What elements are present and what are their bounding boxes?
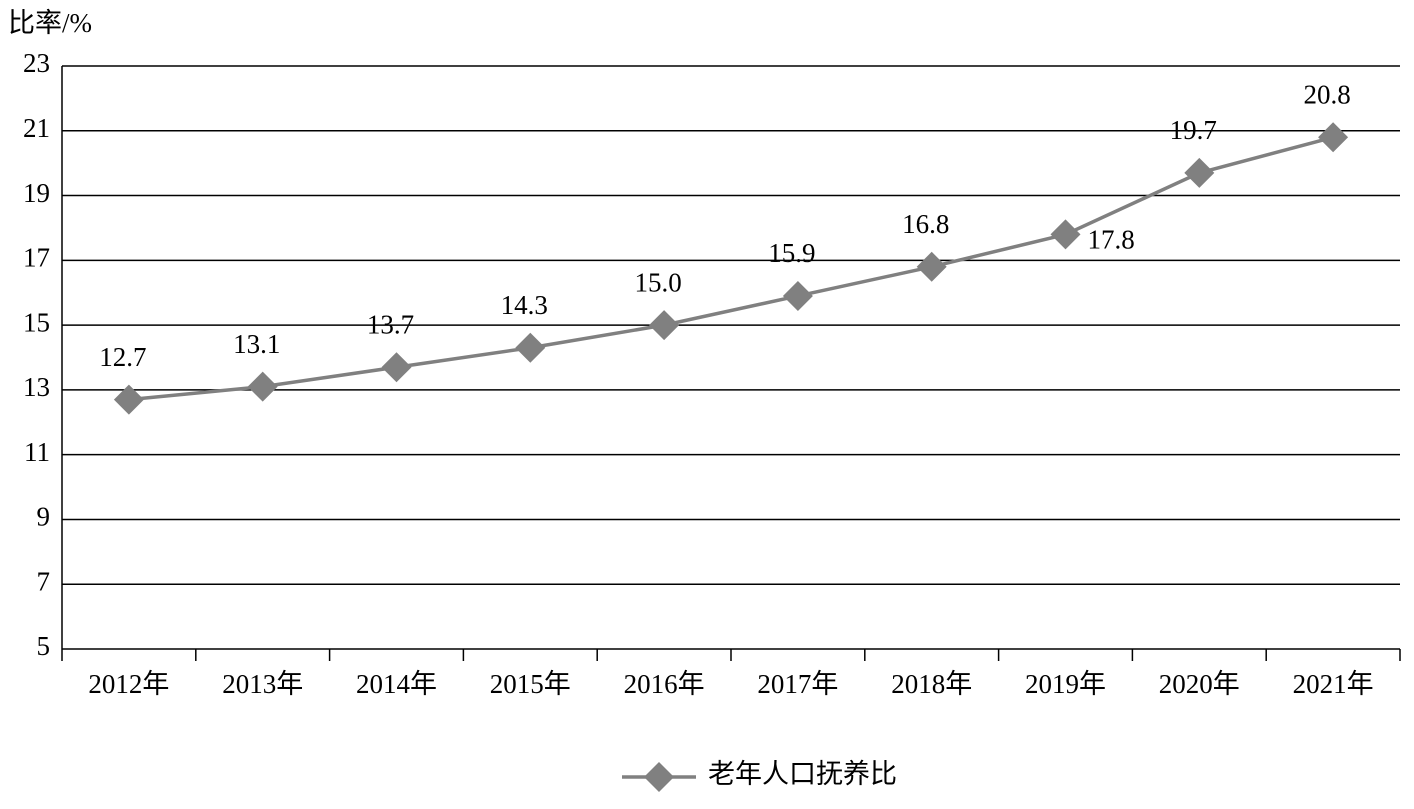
data-label: 16.8 [902,209,949,239]
point-marker [381,352,412,383]
x-tick-label: 2019年 [1025,669,1106,699]
x-tick-label: 2014年 [356,669,437,699]
y-tick-label: 13 [23,372,50,402]
point-marker [515,332,546,363]
x-tick-label: 2013年 [222,669,303,699]
x-tick-label: 2016年 [624,669,705,699]
y-tick-label: 23 [23,48,50,78]
point-marker [1318,122,1349,153]
legend-label: 老年人口抚养比 [708,759,897,789]
point-marker [782,280,813,311]
series-line [128,135,1334,402]
y-tick-label: 15 [23,307,50,337]
y-tick-label: 11 [24,437,50,467]
x-tick-label: 2012年 [88,669,169,699]
point-marker [1050,219,1081,250]
y-axis-label: 比率/% [8,8,92,38]
point-marker [113,384,144,415]
y-tick-label: 9 [37,502,51,532]
data-label: 13.1 [233,329,280,359]
point-marker [1184,157,1215,188]
data-label: 15.9 [768,238,815,268]
x-tick-label: 2017年 [757,669,838,699]
y-tick-label: 21 [23,113,50,143]
data-label: 19.7 [1170,115,1217,145]
x-tick-label: 2015年 [490,669,571,699]
data-label: 12.7 [99,342,146,372]
point-marker [649,310,680,341]
y-tick-label: 19 [23,178,50,208]
y-tick-label: 5 [37,631,51,661]
point-marker [916,251,947,282]
x-tick-label: 2018年 [891,669,972,699]
x-tick-label: 2021年 [1293,669,1374,699]
y-tick-label: 17 [23,243,50,273]
y-tick-label: 7 [37,566,51,596]
legend-marker [644,762,674,792]
data-label: 14.3 [501,290,548,320]
point-marker [247,371,278,402]
x-tick-label: 2020年 [1159,669,1240,699]
data-label: 13.7 [367,309,414,339]
data-label: 17.8 [1088,225,1135,255]
data-label: 20.8 [1303,79,1350,109]
data-label: 15.0 [634,267,681,297]
